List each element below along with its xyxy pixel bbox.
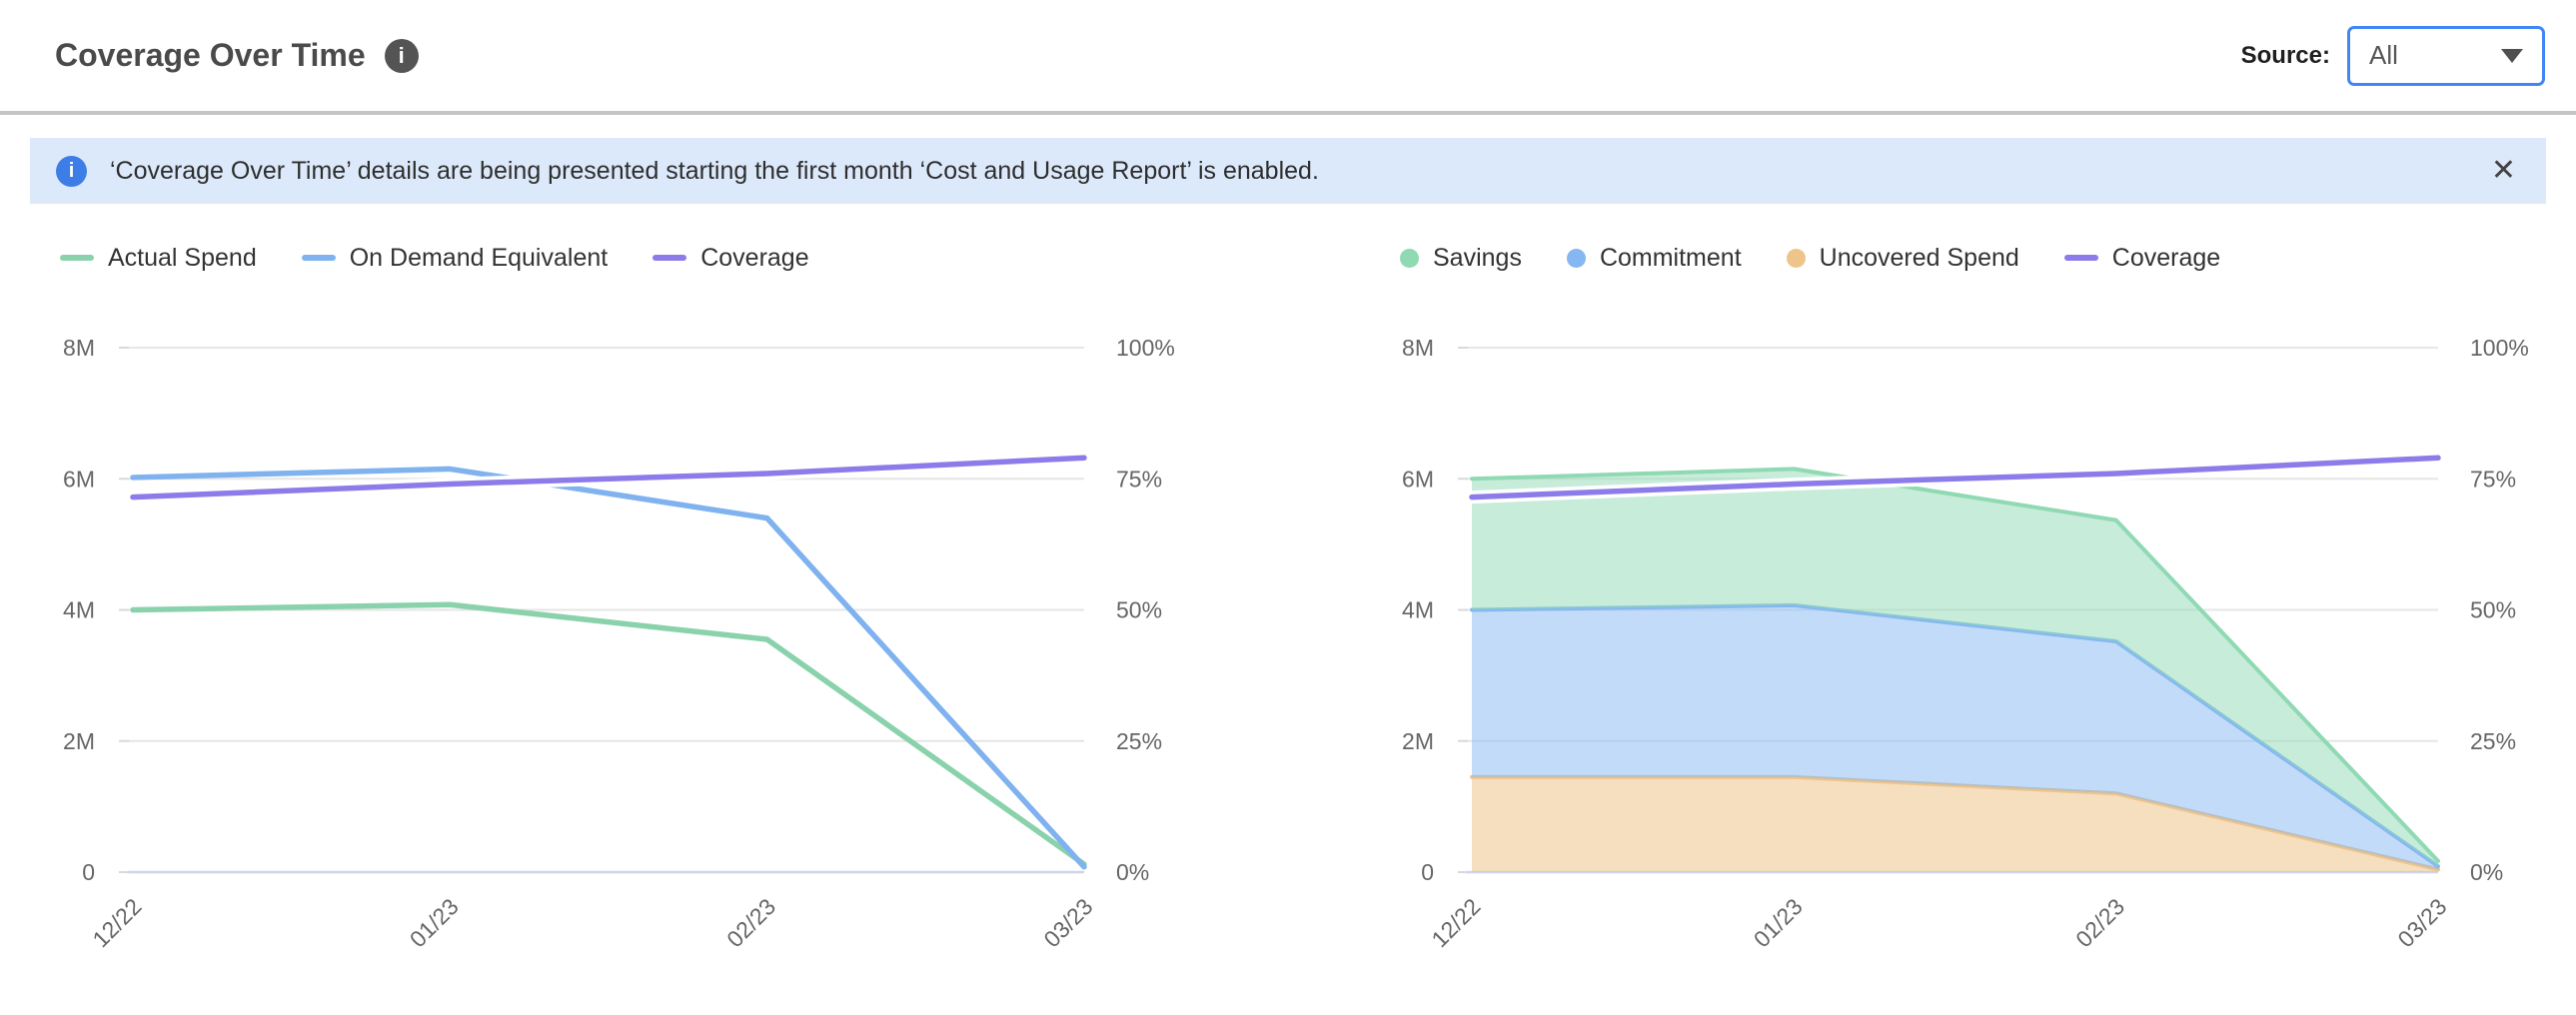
svg-text:75%: 75%	[2470, 466, 2516, 492]
x-axis-labels: 12/22 01/23 02/23 03/23	[87, 893, 1097, 952]
svg-text:6M: 6M	[63, 466, 95, 492]
source-wrap: Source: All	[2240, 25, 2545, 86]
coverage-area-chart-panel: Savings Commitment Uncovered Spend Coverage…	[1288, 204, 2576, 1013]
series-line-coverage	[1469, 455, 2441, 501]
line-marker-icon	[2063, 255, 2098, 261]
header: Coverage Over Time i Source: All	[0, 0, 2576, 115]
legend-label: Actual Spend	[108, 243, 257, 272]
legend-item-savings[interactable]: Savings	[1400, 244, 1522, 273]
svg-text:02/23: 02/23	[2070, 893, 2129, 952]
svg-text:2M: 2M	[1402, 728, 1434, 754]
source-label: Source:	[2240, 41, 2330, 69]
source-dropdown[interactable]: All	[2347, 25, 2545, 86]
area-chart-svg[interactable]: 0 2M 4M 6M 8M 0% 25% 50% 75% 100% 12/22 01/23 02/23 0…	[1288, 278, 2576, 1013]
series-line-coverage	[130, 455, 1087, 501]
svg-text:02/23: 02/23	[721, 893, 780, 952]
svg-text:0: 0	[1421, 859, 1434, 885]
svg-text:50%: 50%	[2470, 597, 2516, 623]
y-axis-left-labels: 0 2M 4M 6M 8M	[1402, 335, 1434, 885]
legend-label: Coverage	[2111, 243, 2221, 272]
legend-item-on-demand-equivalent[interactable]: On Demand Equivalent	[301, 243, 609, 273]
svg-text:4M: 4M	[63, 597, 95, 623]
svg-text:01/23: 01/23	[1749, 893, 1808, 952]
coverage-line-chart-panel: Actual Spend On Demand Equivalent Coverage…	[0, 204, 1288, 1013]
svg-text:6M: 6M	[1402, 466, 1434, 492]
legend: Savings Commitment Uncovered Spend Coverage	[1288, 238, 2576, 278]
source-dropdown-value: All	[2369, 40, 2398, 70]
legend-item-commitment[interactable]: Commitment	[1566, 243, 1742, 273]
svg-text:4M: 4M	[1402, 597, 1434, 623]
svg-text:0: 0	[82, 859, 95, 885]
y-axis-left-labels: 0 2M 4M 6M 8M	[63, 335, 95, 885]
page-title: Coverage Over Time	[55, 37, 366, 73]
series	[126, 451, 1091, 870]
circle-marker-icon	[1786, 248, 1806, 268]
legend-label: On Demand Equivalent	[349, 243, 609, 272]
line-marker-icon	[652, 255, 687, 261]
legend-item-actual-spend[interactable]: Actual Spend	[60, 244, 257, 273]
svg-text:8M: 8M	[1402, 335, 1434, 361]
legend-item-coverage[interactable]: Coverage	[2063, 243, 2221, 273]
circle-marker-icon	[1400, 248, 1419, 268]
svg-text:25%: 25%	[2470, 728, 2516, 754]
legend-label: Savings	[1433, 243, 1522, 272]
svg-text:03/23: 03/23	[1038, 893, 1097, 952]
legend-label: Coverage	[700, 243, 809, 272]
line-chart-svg[interactable]: 0 2M 4M 6M 8M 0% 25% 50% 75% 100% 12/22 01/23 02/23 0…	[0, 278, 1288, 1013]
svg-text:03/23: 03/23	[2392, 893, 2451, 952]
x-axis-labels: 12/22 01/23 02/23 03/23	[1426, 893, 2451, 952]
svg-text:12/22: 12/22	[1426, 893, 1485, 952]
svg-text:12/22: 12/22	[87, 893, 146, 952]
y-axis-right-labels: 0% 25% 50% 75% 100%	[1116, 335, 1175, 885]
y-axis-right-labels: 0% 25% 50% 75% 100%	[2470, 335, 2529, 885]
svg-text:0%: 0%	[2470, 859, 2503, 885]
charts-row: Actual Spend On Demand Equivalent Coverage…	[0, 204, 2576, 1013]
svg-text:75%: 75%	[1116, 466, 1162, 492]
series-line-on-demand-equivalent	[130, 466, 1087, 870]
series-area-uncovered-spend	[1472, 776, 2438, 872]
legend: Actual Spend On Demand Equivalent Coverage	[0, 238, 1288, 278]
svg-text:8M: 8M	[63, 335, 95, 361]
chevron-down-icon	[2501, 48, 2523, 63]
svg-text:100%: 100%	[2470, 335, 2529, 361]
svg-text:01/23: 01/23	[405, 893, 464, 952]
line-marker-icon	[60, 255, 94, 261]
series-area-savings	[1472, 469, 2438, 867]
info-icon[interactable]: i	[384, 38, 419, 73]
title-wrap: Coverage Over Time i	[55, 37, 419, 74]
svg-text:100%: 100%	[1116, 335, 1175, 361]
legend-label: Commitment	[1599, 243, 1742, 272]
banner-message: ‘Coverage Over Time’ details are being p…	[110, 156, 1319, 185]
series-line-actual-spend	[130, 601, 1087, 867]
svg-text:0%: 0%	[1116, 859, 1149, 885]
info-banner: i ‘Coverage Over Time’ details are being…	[30, 138, 2546, 204]
series-area-commitment	[1472, 604, 2438, 870]
svg-text:25%: 25%	[1116, 728, 1162, 754]
info-icon: i	[56, 155, 87, 187]
series-edge-savings	[1470, 467, 2440, 863]
legend-item-uncovered-spend[interactable]: Uncovered Spend	[1786, 243, 2019, 273]
line-marker-icon	[301, 255, 336, 261]
svg-text:50%: 50%	[1116, 597, 1162, 623]
legend-label: Uncovered Spend	[1819, 243, 2019, 272]
circle-marker-icon	[1566, 248, 1586, 268]
legend-item-coverage[interactable]: Coverage	[652, 243, 809, 273]
close-icon[interactable]: ✕	[2490, 154, 2516, 187]
svg-text:2M: 2M	[63, 728, 95, 754]
series	[1465, 451, 2445, 872]
